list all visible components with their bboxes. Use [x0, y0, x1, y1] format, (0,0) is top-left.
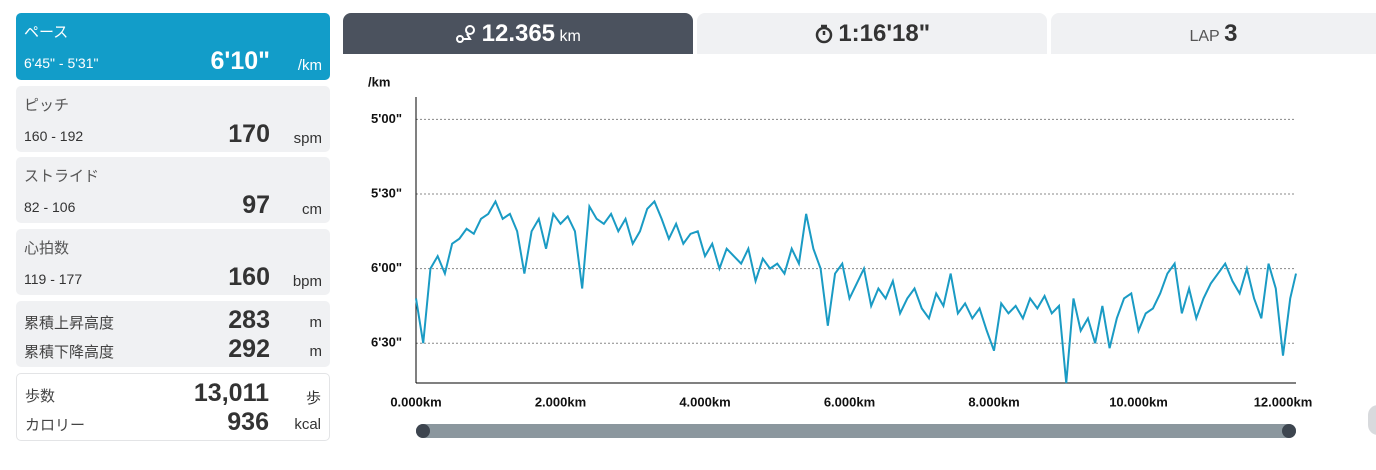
stat-row: 歩数 13,011 歩	[25, 379, 321, 407]
metric-value: 160	[228, 263, 270, 291]
x-tick-label: 6.000km	[824, 394, 875, 409]
metric-card[interactable]: ピッチ 160 - 192 170 spm	[16, 86, 330, 152]
chart: /km 5'00" 5'30" 6'00" 6'30" 0.000km 2.000km 4.…	[368, 74, 1313, 438]
stat-unit: m	[309, 314, 323, 331]
elevation-card: 累積上昇高度 283 m 累積下降高度 292 m	[16, 301, 330, 367]
metric-label: ピッチ	[24, 97, 70, 114]
lap-value: 3	[1224, 20, 1238, 47]
route-icon	[456, 25, 476, 43]
stat-value: 292	[228, 335, 270, 363]
metric-label: 心拍数	[24, 240, 70, 257]
x-tick-label: 10.000km	[1109, 394, 1168, 409]
metric-range: 82 - 106	[24, 199, 76, 215]
y-tick-label: 5'00"	[371, 111, 402, 126]
stat-value: 13,011	[193, 379, 269, 407]
metric-card[interactable]: 心拍数 119 - 177 160 bpm	[16, 229, 330, 295]
stat-row: カロリー 936 kcal	[25, 408, 321, 436]
metric-range: 160 - 192	[24, 128, 84, 144]
distance-value: 12.365	[481, 20, 556, 47]
distance-tab[interactable]: 12.365 km	[343, 13, 693, 54]
metric-label: ストライド	[24, 168, 100, 185]
lap-tab[interactable]: LAP 3	[1051, 13, 1376, 54]
time-value: 1:16'18"	[838, 20, 931, 47]
stat-label: 歩数	[25, 388, 56, 405]
y-axis-unit: /km	[368, 74, 390, 89]
x-tick-label: 4.000km	[679, 394, 730, 409]
metric-range: 6'45" - 5'31"	[24, 55, 99, 71]
pace-line	[415, 199, 1297, 384]
time-tab[interactable]: 1:16'18"	[697, 13, 1047, 54]
stat-label: 累積下降高度	[24, 344, 115, 361]
timer-icon	[815, 24, 833, 44]
x-tick-label: 12.000km	[1254, 394, 1313, 409]
metric-unit: /km	[297, 57, 322, 74]
metric-card[interactable]: ストライド 82 - 106 97 cm	[16, 157, 330, 223]
y-tick-label: 6'00"	[371, 260, 402, 275]
metric-unit: bpm	[292, 273, 322, 290]
metric-value: 170	[228, 120, 270, 148]
stat-unit: 歩	[305, 390, 321, 407]
stat-label: カロリー	[25, 417, 86, 434]
y-tick-label: 5'30"	[371, 185, 402, 200]
x-tick-label: 8.000km	[968, 394, 1019, 409]
stat-row: 累積上昇高度 283 m	[24, 306, 322, 334]
metric-value: 97	[242, 191, 270, 219]
y-tick-label: 6'30"	[371, 335, 402, 350]
stat-value: 936	[227, 408, 269, 436]
range-slider	[416, 424, 1296, 438]
x-tick-label: 2.000km	[535, 394, 586, 409]
metric-unit: cm	[302, 201, 322, 218]
metric-value: 6'10"	[210, 47, 270, 75]
scroll-handle[interactable]	[1368, 405, 1376, 435]
stat-unit: kcal	[294, 416, 321, 433]
distance-unit: km	[559, 28, 581, 45]
slider-knob[interactable]	[416, 424, 430, 438]
stat-label: 累積上昇高度	[24, 315, 115, 332]
metric-range: 119 - 177	[24, 271, 83, 287]
metric-label: ペース	[24, 24, 69, 41]
stat-unit: m	[309, 343, 323, 360]
lap-label: LAP	[1189, 28, 1220, 45]
slider-knob[interactable]	[1282, 424, 1296, 438]
totals-card: 歩数 13,011 歩 カロリー 936 kcal	[16, 373, 330, 441]
x-tick-label: 0.000km	[390, 394, 441, 409]
metric-card[interactable]: ペース 6'45" - 5'31" 6'10" /km	[16, 13, 330, 80]
stat-row: 累積下降高度 292 m	[24, 335, 322, 363]
metric-unit: spm	[293, 130, 322, 147]
stat-value: 283	[228, 306, 270, 334]
